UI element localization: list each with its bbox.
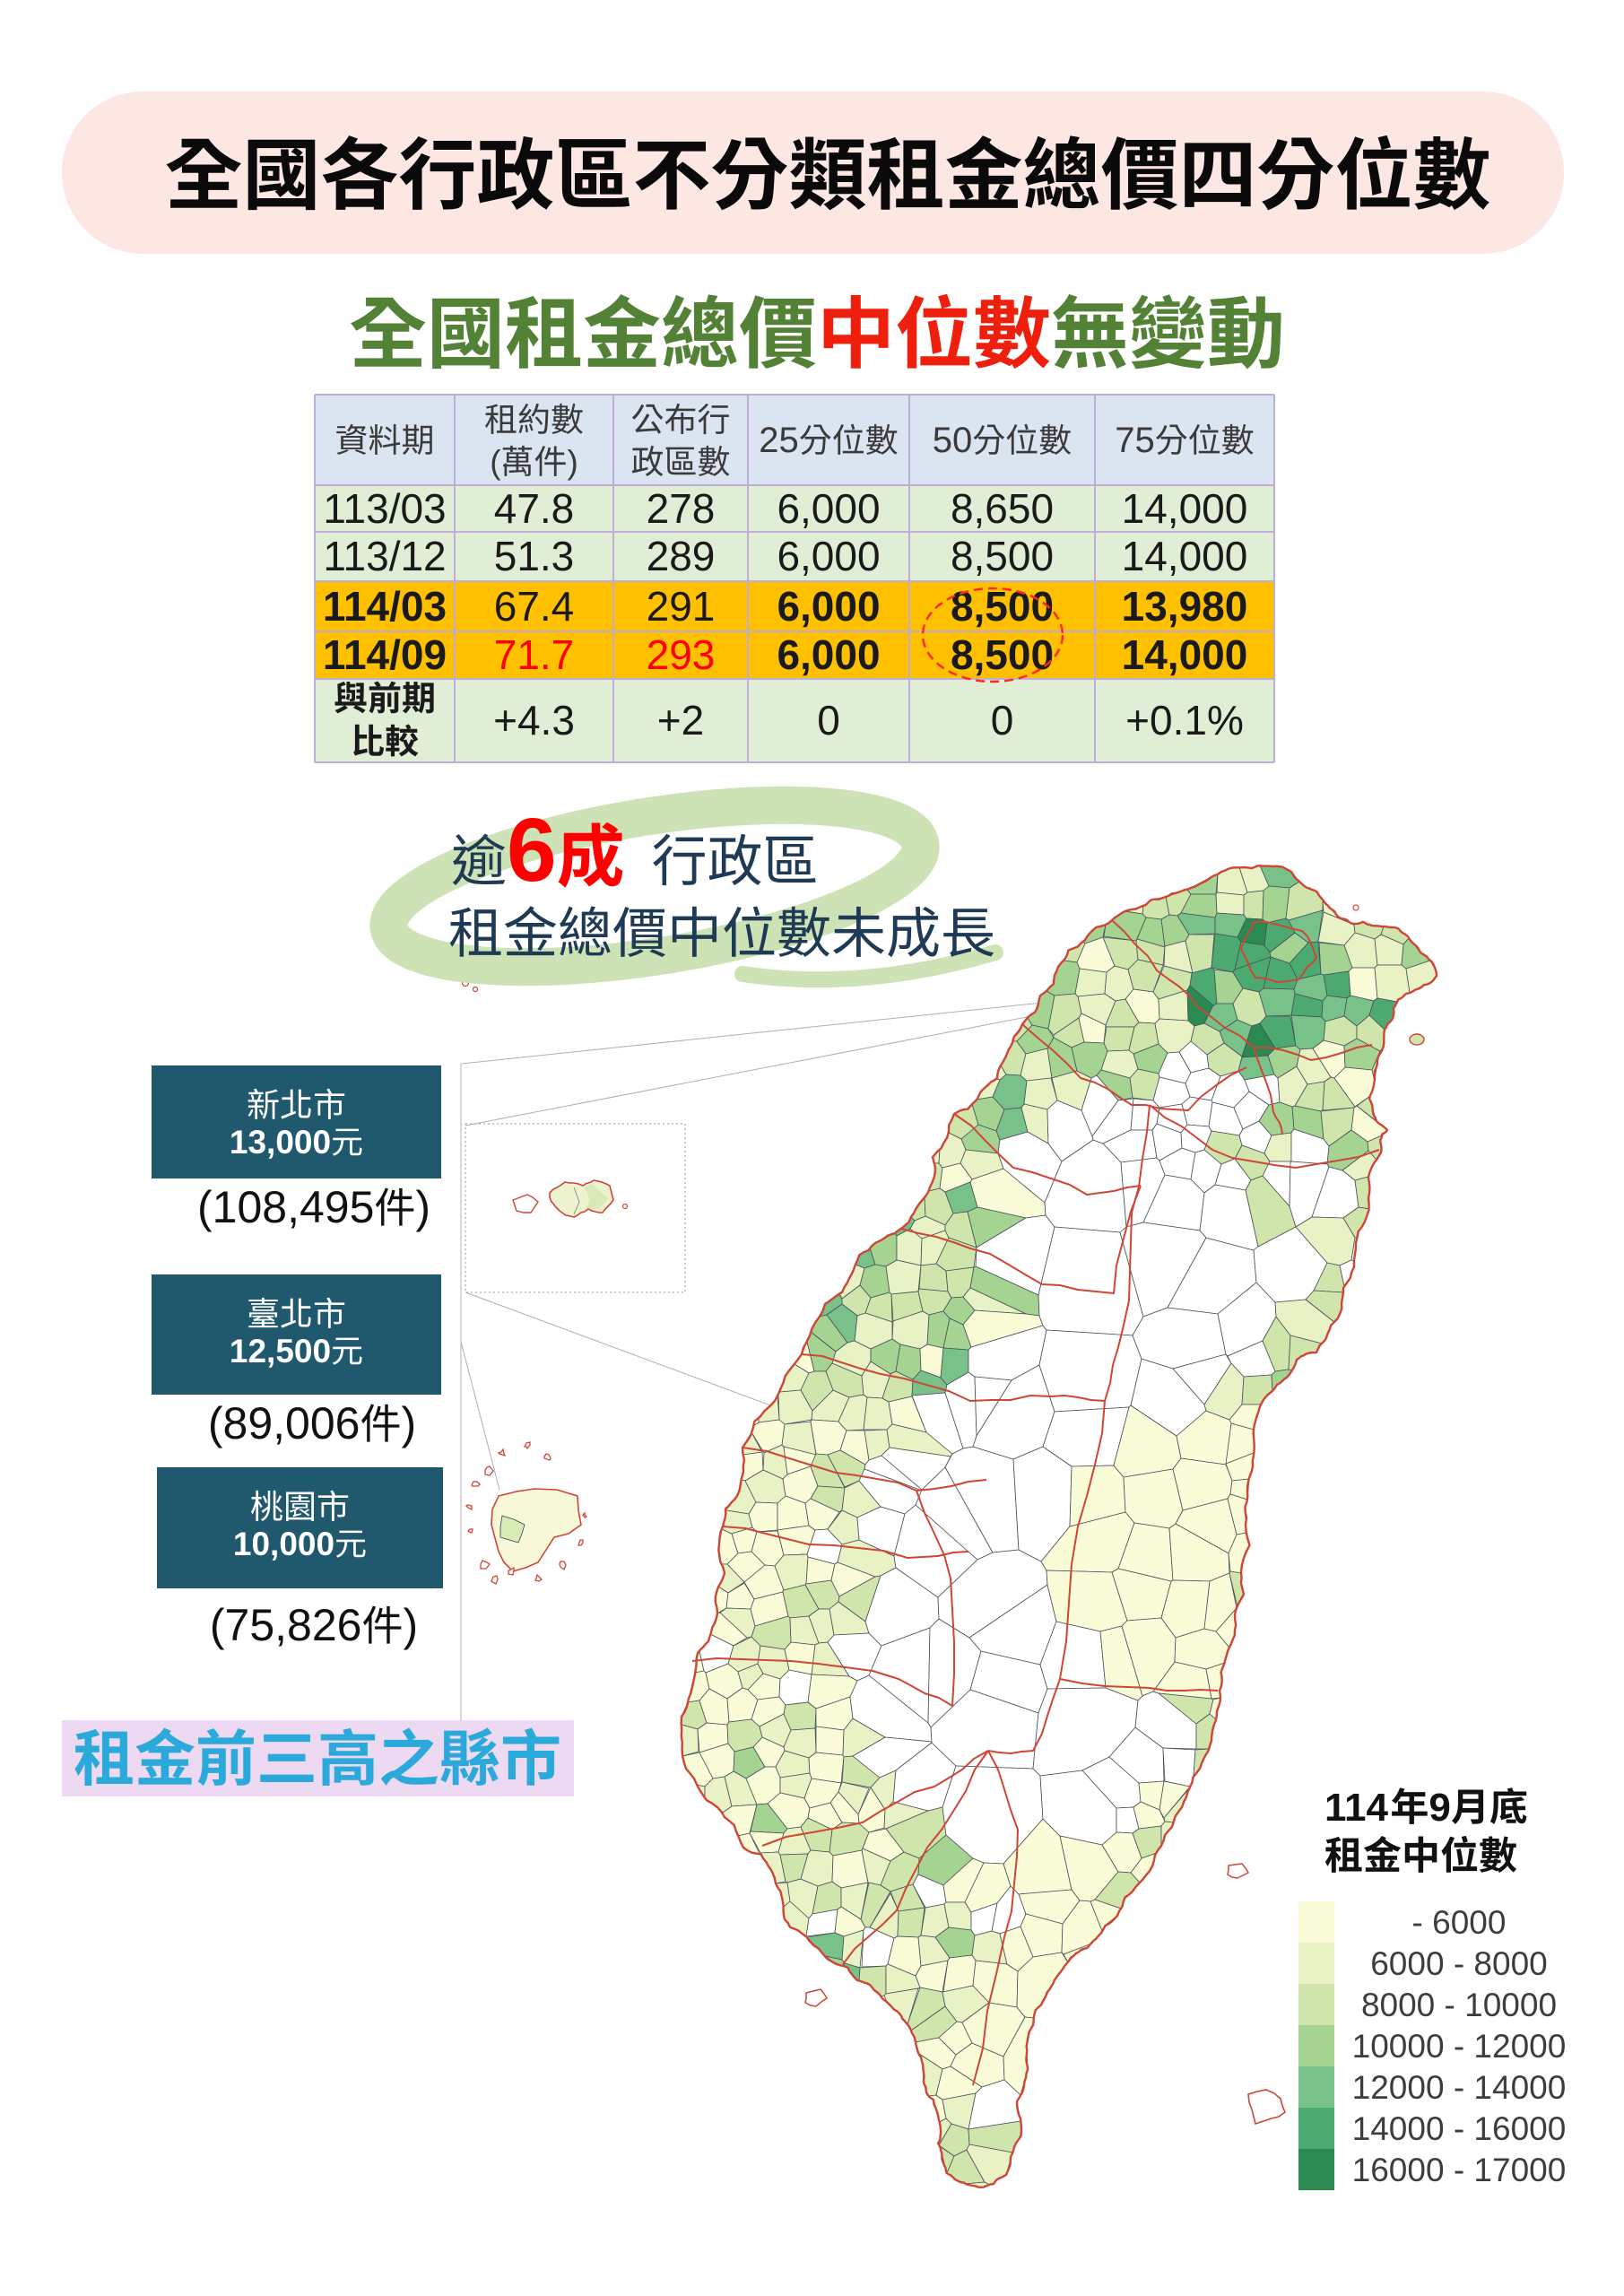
svg-text:0: 0 — [817, 697, 840, 744]
svg-text:75: 75 — [1115, 421, 1155, 460]
svg-text:10,000: 10,000 — [233, 1526, 334, 1562]
svg-text:10000 - 12000: 10000 - 12000 — [1352, 2028, 1567, 2065]
svg-text:13,980: 13,980 — [1122, 583, 1248, 630]
svg-text:6,000: 6,000 — [777, 583, 880, 630]
svg-text:291: 291 — [647, 583, 716, 630]
svg-text:8000 - 10000: 8000 - 10000 — [1361, 1987, 1557, 2023]
svg-text:6,000: 6,000 — [777, 485, 880, 532]
svg-text:67.4: 67.4 — [494, 583, 575, 630]
svg-text:+4.3: +4.3 — [493, 697, 575, 744]
svg-text:8,500: 8,500 — [951, 583, 1054, 630]
svg-text:8,500: 8,500 — [951, 533, 1054, 579]
svg-text:12,500: 12,500 — [230, 1333, 331, 1370]
svg-text:25: 25 — [759, 421, 799, 460]
svg-text:14000 - 16000: 14000 - 16000 — [1352, 2110, 1567, 2147]
svg-text:6: 6 — [507, 800, 557, 900]
svg-text:278: 278 — [647, 485, 716, 532]
svg-text:14,000: 14,000 — [1122, 533, 1248, 579]
svg-text:(89,006: (89,006 — [208, 1398, 360, 1448]
svg-text:114/03: 114/03 — [323, 583, 447, 630]
svg-text:): ) — [404, 1600, 419, 1650]
svg-text:113/12: 113/12 — [323, 533, 446, 579]
svg-text:0: 0 — [991, 697, 1014, 744]
svg-text:114/09: 114/09 — [323, 631, 447, 678]
svg-text:(: ( — [490, 444, 501, 481]
svg-text:- 6000: - 6000 — [1412, 1904, 1507, 1941]
svg-text:): ) — [415, 1182, 430, 1232]
svg-text:293: 293 — [647, 631, 716, 678]
svg-text:12000 - 14000: 12000 - 14000 — [1352, 2069, 1567, 2106]
svg-text:(108,495: (108,495 — [197, 1182, 374, 1232]
svg-text:47.8: 47.8 — [494, 485, 575, 532]
svg-text:113/03: 113/03 — [323, 485, 446, 532]
svg-text:9: 9 — [1429, 1786, 1450, 1830]
svg-text:+2: +2 — [657, 697, 704, 744]
svg-text:13,000: 13,000 — [230, 1124, 331, 1161]
svg-text:71.7: 71.7 — [494, 631, 575, 678]
svg-text:16000 - 17000: 16000 - 17000 — [1352, 2152, 1567, 2188]
svg-text:6,000: 6,000 — [777, 533, 880, 579]
svg-text:14,000: 14,000 — [1122, 485, 1248, 532]
svg-text:+0.1%: +0.1% — [1125, 697, 1244, 744]
svg-text:): ) — [402, 1398, 417, 1448]
svg-text:6,000: 6,000 — [777, 631, 880, 678]
svg-text:8,650: 8,650 — [951, 485, 1054, 532]
svg-text:14,000: 14,000 — [1122, 631, 1248, 678]
svg-text:114: 114 — [1324, 1786, 1389, 1830]
svg-text:50: 50 — [933, 421, 973, 460]
svg-text:(75,826: (75,826 — [210, 1600, 362, 1650]
svg-text:289: 289 — [647, 533, 716, 579]
svg-text:): ) — [568, 444, 578, 481]
svg-text:51.3: 51.3 — [494, 533, 575, 579]
svg-text:6000 - 8000: 6000 - 8000 — [1370, 1945, 1548, 1982]
